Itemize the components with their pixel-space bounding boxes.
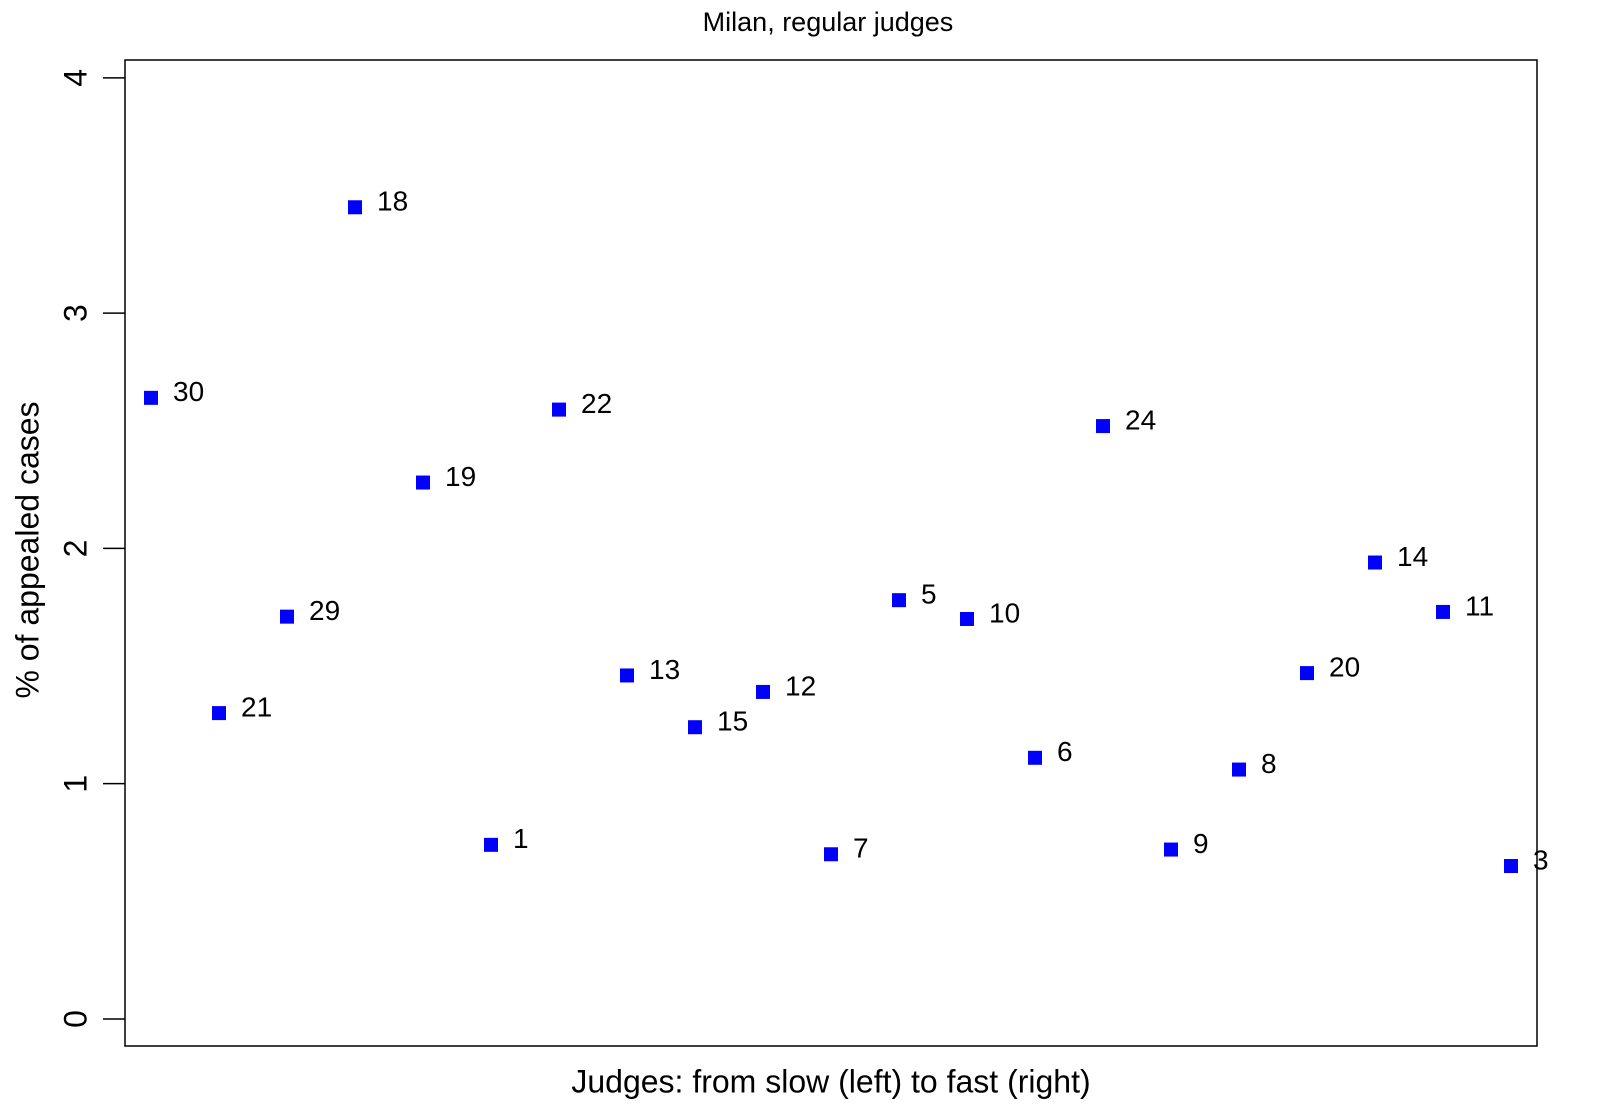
point-label: 15 (717, 706, 748, 737)
point (1504, 859, 1518, 874)
point-label: 14 (1397, 541, 1428, 572)
point-label: 24 (1125, 404, 1156, 435)
point-label: 20 (1329, 651, 1360, 682)
point (824, 847, 838, 862)
point-label: 9 (1193, 828, 1209, 859)
point-label: 8 (1261, 748, 1277, 779)
point (1028, 750, 1042, 765)
point-label: 18 (377, 186, 408, 217)
point (688, 720, 702, 735)
point (960, 611, 974, 626)
point-label: 7 (853, 833, 869, 864)
point-label: 21 (241, 691, 272, 722)
point (416, 475, 430, 490)
y-axis-title: % of appealed cases (9, 401, 45, 698)
point (1232, 762, 1246, 777)
point (756, 684, 770, 699)
point (1368, 555, 1382, 570)
chart-title: Milan, regular judges (703, 7, 954, 37)
point (144, 390, 158, 405)
point-label: 30 (173, 376, 204, 407)
point-label: 10 (989, 597, 1020, 628)
point (1300, 666, 1314, 681)
point-label: 29 (309, 595, 340, 626)
point (280, 609, 294, 624)
point (620, 668, 634, 683)
plot-frame (124, 59, 1538, 1047)
point-label: 3 (1533, 844, 1549, 875)
y-tick-label: 1 (57, 775, 93, 793)
point (552, 402, 566, 417)
point-label: 12 (785, 670, 816, 701)
point-label: 11 (1465, 590, 1494, 621)
point (1436, 604, 1450, 619)
point (1164, 842, 1178, 857)
y-tick-label: 2 (57, 540, 93, 558)
point (212, 706, 226, 721)
y-tick-label: 0 (57, 1010, 93, 1028)
point (892, 593, 906, 608)
point (1096, 419, 1110, 434)
point-label: 22 (581, 388, 612, 419)
point-label: 19 (445, 461, 476, 492)
point (484, 837, 498, 852)
point-label: 5 (921, 579, 937, 610)
y-tick-label: 4 (57, 69, 93, 87)
point-label: 1 (513, 823, 529, 854)
y-tick-label: 3 (57, 304, 93, 322)
point-label: 6 (1057, 736, 1073, 767)
x-axis-title: Judges: from slow (left) to fast (right) (571, 1063, 1090, 1099)
point-label: 13 (649, 654, 680, 685)
point (348, 200, 362, 215)
